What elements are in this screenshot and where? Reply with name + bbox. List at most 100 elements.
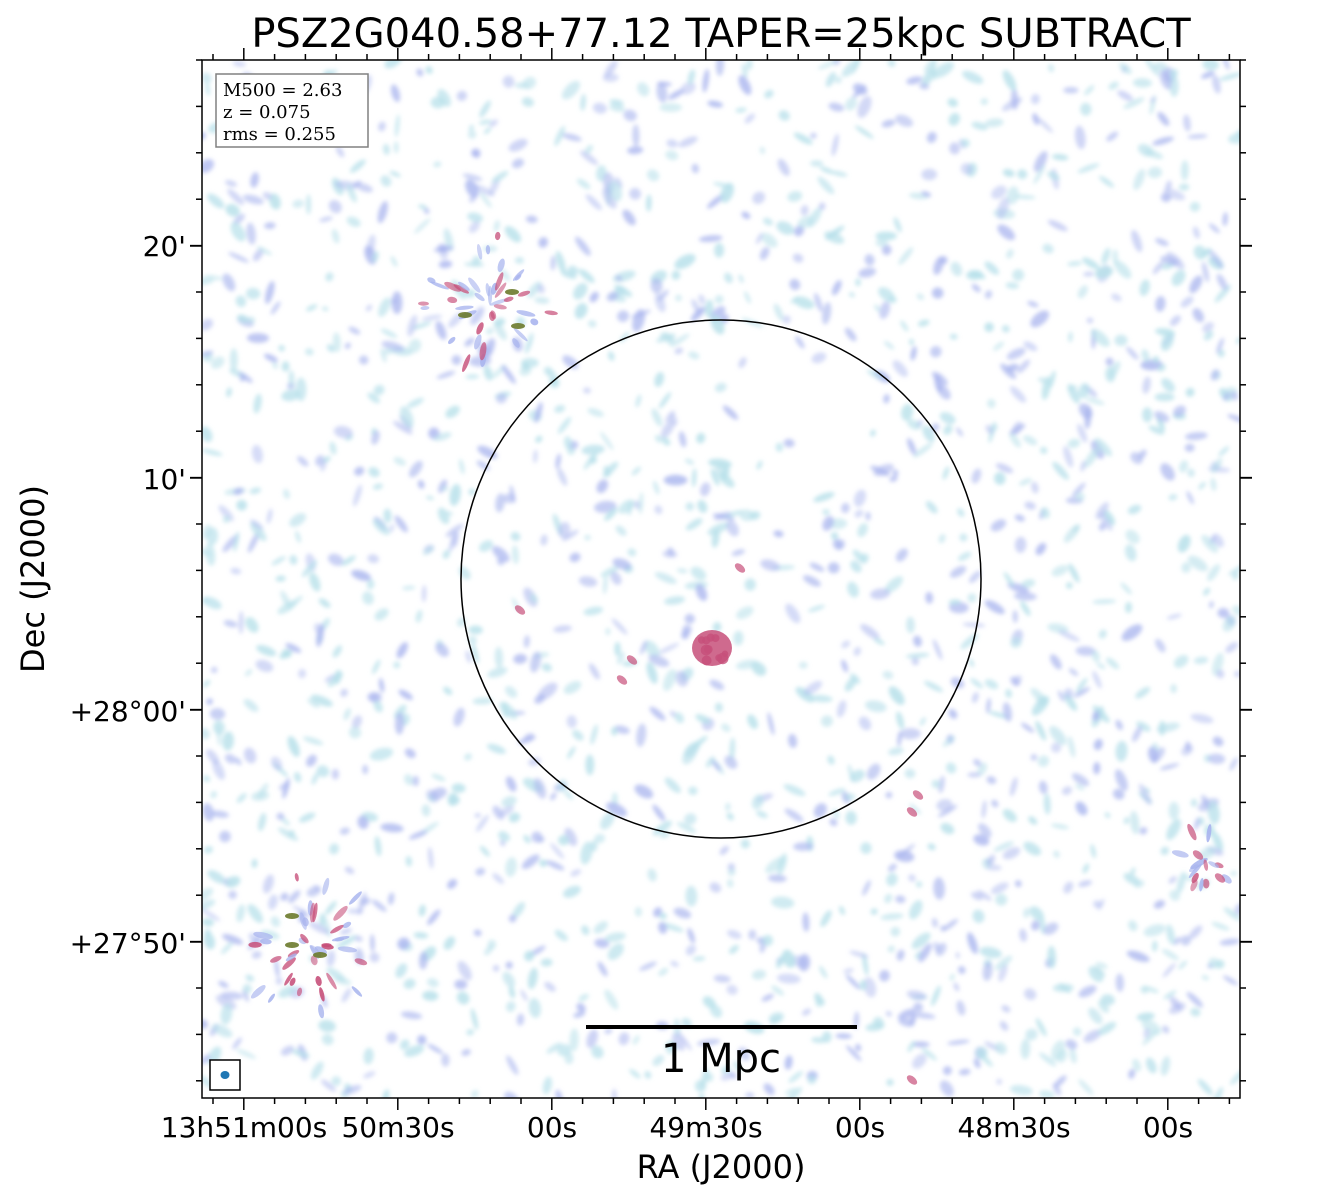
noise-speck <box>604 60 618 78</box>
noise-speck <box>502 75 515 88</box>
noise-speck <box>367 554 379 564</box>
noise-speck <box>1002 70 1017 91</box>
noise-speck <box>1039 1052 1057 1067</box>
noise-speck <box>1212 736 1224 747</box>
noise-speck <box>503 493 516 504</box>
noise-speck <box>579 150 599 165</box>
noise-speck <box>272 361 278 370</box>
noise-speck <box>228 252 249 263</box>
noise-speck <box>339 928 352 935</box>
noise-speck <box>581 925 590 936</box>
noise-speck <box>1043 922 1059 935</box>
noise-speck <box>399 1039 410 1050</box>
noise-speck <box>270 916 281 928</box>
noise-speck <box>412 775 420 787</box>
noise-speck <box>723 272 733 284</box>
noise-speck <box>512 901 526 919</box>
noise-speck <box>811 1037 826 1044</box>
noise-speck <box>1005 282 1019 289</box>
noise-speck <box>698 1093 705 1098</box>
noise-speck <box>653 480 660 495</box>
noise-speck <box>236 904 246 923</box>
noise-speck <box>1006 363 1019 372</box>
noise-speck <box>1154 392 1175 402</box>
noise-speck <box>882 670 894 680</box>
noise-speck <box>357 815 369 830</box>
noise-speck <box>558 521 571 539</box>
noise-speck <box>841 640 851 649</box>
noise-speck <box>622 209 636 226</box>
noise-speck <box>844 676 857 692</box>
artifact-streak <box>310 955 318 966</box>
noise-speck <box>438 260 453 269</box>
noise-speck <box>340 688 348 697</box>
noise-speck <box>1005 688 1013 699</box>
noise-speck <box>924 60 938 74</box>
scale-bar-label: 1 Mpc <box>661 1036 781 1082</box>
noise-speck <box>1036 695 1049 707</box>
noise-speck <box>575 236 591 256</box>
noise-speck <box>1047 171 1060 181</box>
noise-speck <box>1173 405 1186 417</box>
noise-speck <box>793 296 815 309</box>
noise-speck <box>604 932 626 943</box>
noise-speck <box>756 810 768 819</box>
noise-speck <box>593 921 608 934</box>
noise-speck <box>756 460 763 470</box>
noise-speck <box>738 357 747 369</box>
noise-speck <box>479 540 493 552</box>
noise-speck <box>906 616 915 634</box>
noise-speck <box>744 113 756 124</box>
noise-speck <box>1009 432 1021 448</box>
noise-speck <box>316 765 330 778</box>
noise-speck <box>1092 670 1102 689</box>
noise-speck <box>1222 615 1236 632</box>
noise-speck <box>661 437 671 446</box>
noise-speck <box>971 121 988 131</box>
artifact-streak <box>1199 877 1204 892</box>
noise-speck <box>828 102 845 112</box>
noise-speck <box>202 775 211 783</box>
noise-speck <box>1077 423 1088 443</box>
artifact-streak <box>447 336 456 345</box>
noise-speck <box>1082 863 1090 874</box>
noise-speck <box>637 82 650 97</box>
noise-speck <box>1025 1028 1038 1041</box>
noise-speck <box>220 1003 233 1025</box>
noise-speck <box>818 202 826 211</box>
faint-source <box>514 605 526 615</box>
noise-speck <box>1031 920 1040 931</box>
artifact-streak <box>468 277 481 293</box>
artifact-streak <box>348 891 362 905</box>
noise-speck <box>472 697 493 705</box>
noise-speck <box>879 970 890 982</box>
noise-speck <box>525 215 538 224</box>
noise-speck <box>850 560 862 573</box>
noise-speck <box>707 522 730 536</box>
noise-speck <box>953 982 960 992</box>
noise-speck <box>705 299 714 318</box>
noise-speck <box>250 519 264 530</box>
noise-speck <box>600 565 620 578</box>
noise-speck <box>389 524 395 533</box>
noise-speck <box>343 1085 362 1095</box>
noise-speck <box>999 1020 1009 1031</box>
noise-speck <box>222 515 230 523</box>
noise-speck <box>700 1067 709 1089</box>
noise-speck <box>369 747 394 761</box>
noise-speck <box>359 355 369 365</box>
noise-speck <box>537 284 545 294</box>
noise-speck <box>844 327 857 342</box>
noise-speck <box>1067 736 1076 758</box>
noise-speck <box>602 461 619 478</box>
noise-speck <box>733 1061 742 1072</box>
noise-speck <box>245 974 255 982</box>
noise-speck <box>777 158 790 176</box>
noise-speck <box>359 897 371 906</box>
noise-speck <box>1018 478 1032 486</box>
noise-speck <box>853 646 862 656</box>
noise-speck <box>956 427 964 437</box>
noise-speck <box>1148 425 1165 435</box>
noise-speck <box>1075 784 1085 791</box>
